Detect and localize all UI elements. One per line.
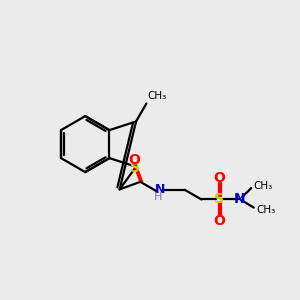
Text: N: N	[155, 183, 166, 196]
Text: CH₃: CH₃	[256, 205, 275, 215]
Text: S: S	[214, 193, 224, 206]
Text: CH₃: CH₃	[254, 181, 273, 191]
Text: O: O	[213, 171, 225, 185]
Text: N: N	[234, 193, 246, 206]
Text: O: O	[213, 214, 225, 228]
Text: O: O	[128, 153, 140, 167]
Text: S: S	[130, 161, 140, 175]
Text: H: H	[154, 192, 163, 202]
Text: CH₃: CH₃	[148, 91, 167, 101]
